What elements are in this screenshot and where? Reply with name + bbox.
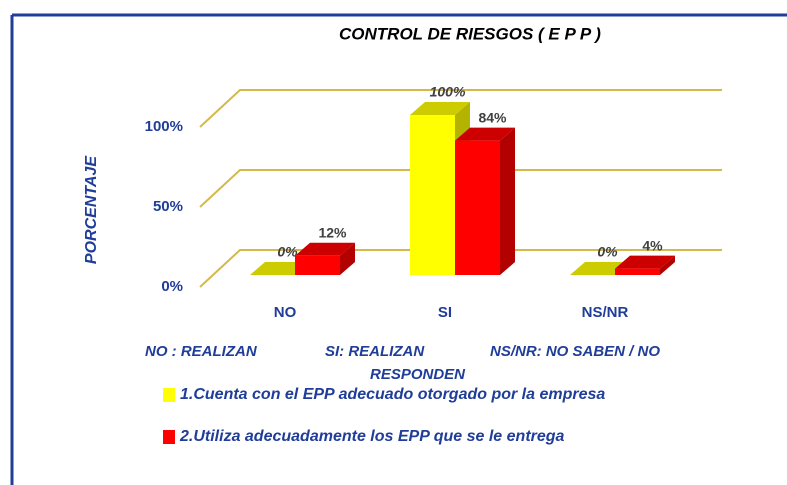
legend-label: 2.Utiliza adecuadamente los EPP que se l… xyxy=(179,428,565,445)
value-label: 0% xyxy=(277,244,298,260)
bar xyxy=(455,127,515,275)
bar-face xyxy=(455,127,515,141)
y-axis-label: PORCENTAJE xyxy=(83,155,100,264)
value-label: 100% xyxy=(430,84,466,100)
bar-face xyxy=(295,255,340,275)
bar-face xyxy=(660,255,675,275)
y-tick-label: 100% xyxy=(145,118,183,135)
value-label: 0% xyxy=(597,244,618,260)
legend-label: 1.Cuenta con el EPP adecuado otorgado po… xyxy=(180,386,605,403)
annotation: NS/NR: NO SABEN / NO xyxy=(490,343,660,360)
chart-title: CONTROL DE RIESGOS ( E P P ) xyxy=(339,24,601,43)
x-tick-label: NS/NR xyxy=(582,304,629,321)
bar-face xyxy=(410,102,470,115)
grid-line xyxy=(199,89,722,128)
bar-face xyxy=(340,242,355,275)
bar-face xyxy=(615,255,675,269)
bar-face xyxy=(615,268,660,275)
x-tick-label: NO xyxy=(274,304,297,321)
y-tick-label: 0% xyxy=(161,278,183,295)
x-tick-label: SI xyxy=(438,304,452,321)
value-label: 12% xyxy=(318,225,347,241)
y-tick-label: 50% xyxy=(153,198,183,215)
bar-face xyxy=(500,127,515,275)
grid-line xyxy=(199,169,722,208)
bar xyxy=(295,242,355,275)
annotation: SI: REALIZAN xyxy=(325,343,425,360)
legend-swatch xyxy=(163,388,175,402)
value-label: 4% xyxy=(642,237,663,253)
bar-face xyxy=(410,115,455,275)
value-label: 84% xyxy=(478,109,507,125)
legend-swatch xyxy=(163,430,175,444)
annotation: NO : REALIZAN xyxy=(145,343,258,360)
bar xyxy=(615,255,675,275)
bar-face xyxy=(455,140,500,275)
bar-face xyxy=(295,242,355,256)
grid-line xyxy=(199,249,722,288)
annotation: RESPONDEN xyxy=(370,366,466,383)
